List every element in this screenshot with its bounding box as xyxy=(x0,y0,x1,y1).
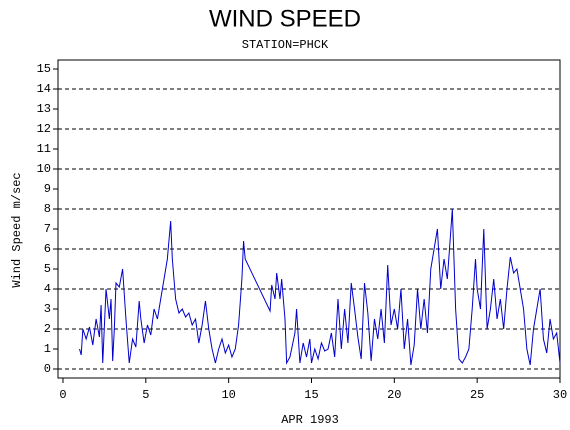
y-tick-label: 2 xyxy=(44,322,51,336)
y-tick-label: 11 xyxy=(37,142,51,156)
y-axis-label: Wind Speed m/sec xyxy=(10,172,24,287)
y-tick-label: 9 xyxy=(44,182,51,196)
y-tick-label: 1 xyxy=(44,342,51,356)
x-tick-label: 30 xyxy=(553,388,567,402)
plot-frame xyxy=(57,59,561,379)
y-tick-label: 8 xyxy=(44,202,51,216)
x-tick-label: 25 xyxy=(470,388,484,402)
x-tick-label: 15 xyxy=(304,388,318,402)
line-series xyxy=(79,208,561,366)
y-tick-label: 7 xyxy=(44,222,51,236)
x-axis-label: APR 1993 xyxy=(281,413,339,427)
y-tick-label: 15 xyxy=(37,62,51,76)
y-tick-label: 10 xyxy=(37,162,51,176)
y-tick-label: 14 xyxy=(37,82,51,96)
y-tick-label: 0 xyxy=(44,362,51,376)
y-tick-label: 4 xyxy=(44,282,51,296)
chart-subtitle: STATION=PHCK xyxy=(242,38,329,52)
y-tick-label: 5 xyxy=(44,262,51,276)
y-tick-label: 3 xyxy=(44,302,51,316)
y-tick-label: 12 xyxy=(37,122,51,136)
x-tick-label: 20 xyxy=(387,388,401,402)
x-tick-label: 10 xyxy=(221,388,235,402)
x-tick-label: 5 xyxy=(142,388,149,402)
x-tick-label: 0 xyxy=(59,388,66,402)
y-tick-label: 6 xyxy=(44,242,51,256)
y-tick-label: 13 xyxy=(37,102,51,116)
chart-title: WIND SPEED xyxy=(209,5,361,32)
